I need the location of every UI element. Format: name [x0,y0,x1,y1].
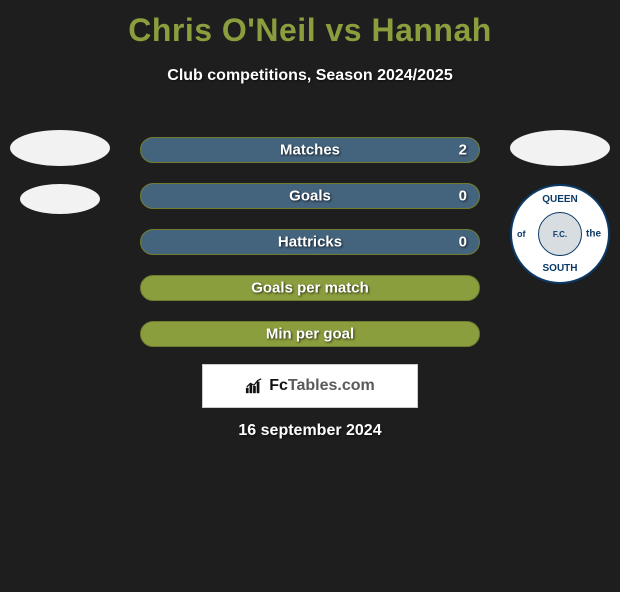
crest-text-bottom: SOUTH [543,263,578,274]
bar-value: 2 [459,142,467,159]
left-player-badges [10,130,110,232]
club-crest: QUEEN SOUTH of the F.C. [510,184,610,284]
bar-value: 0 [459,188,467,205]
stat-bar-row: Goals per match [140,275,480,301]
crest-text-right: the [586,229,601,240]
crest-circle: QUEEN SOUTH of the F.C. [510,184,610,284]
site-logo[interactable]: FcTables.com [202,364,418,408]
comparison-title: Chris O'Neil vs Hannah [0,12,620,49]
stat-bar-row: Matches 2 [140,137,480,163]
logo-brand-bold: Fc [269,377,288,394]
right-player-badges [510,130,610,184]
badge-placeholder [10,130,110,166]
bar-value: 0 [459,234,467,251]
snapshot-date: 16 september 2024 [238,422,381,440]
badge-placeholder [20,184,100,214]
bar-background: Hattricks 0 [140,229,480,255]
bar-background: Min per goal [140,321,480,347]
bar-label: Goals per match [251,280,369,297]
crest-inner: F.C. [538,212,582,256]
bar-background: Goals 0 [140,183,480,209]
stat-bar-row: Hattricks 0 [140,229,480,255]
logo-text: FcTables.com [269,377,375,395]
bar-label: Min per goal [266,326,354,343]
crest-text-top: QUEEN [542,194,578,205]
stat-bar-row: Min per goal [140,321,480,347]
bar-background: Matches 2 [140,137,480,163]
chart-icon [245,377,263,395]
bar-label: Matches [280,142,340,159]
logo-brand-light: Tables.com [288,377,375,394]
stat-bars: Matches 2 Goals 0 Hattricks 0 Goals per match M… [140,137,480,367]
crest-text-left: of [517,229,526,239]
season-subtitle: Club competitions, Season 2024/2025 [0,67,620,85]
stat-bar-row: Goals 0 [140,183,480,209]
bar-background: Goals per match [140,275,480,301]
bar-label: Hattricks [278,234,342,251]
bar-label: Goals [289,188,331,205]
badge-placeholder [510,130,610,166]
